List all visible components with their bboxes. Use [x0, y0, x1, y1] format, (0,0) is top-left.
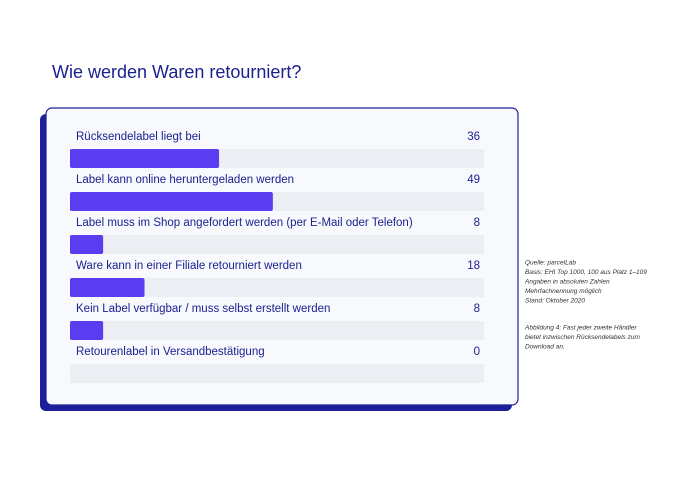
note: Mehrfachnennung möglich — [525, 288, 602, 295]
value-label: 8 — [474, 303, 480, 315]
value-label: 36 — [467, 131, 480, 143]
category-label: Rücksendelabel liegt bei — [76, 131, 201, 143]
value-label: 49 — [467, 174, 480, 186]
bar — [70, 278, 145, 297]
bar-track — [70, 235, 484, 254]
category-label: Retourenlabel in Versandbestätigung — [76, 346, 265, 358]
bar — [70, 192, 273, 211]
note: Stand: Oktober 2020 — [525, 298, 585, 305]
bar-track — [70, 364, 484, 383]
value-label: 0 — [474, 346, 480, 358]
category-label: Kein Label verfügbar / muss selbst erste… — [76, 303, 330, 315]
caption: bietet inzwischen Rücksendelabels zum — [525, 334, 640, 341]
chart-title: Wie werden Waren retourniert? — [52, 62, 301, 82]
category-label: Ware kann in einer Filiale retourniert w… — [76, 260, 302, 272]
bar — [70, 149, 220, 168]
note: Quelle: parcelLab — [525, 260, 576, 267]
bar — [70, 321, 104, 340]
bar — [70, 235, 104, 254]
caption: Abbildung 4: Fast jeder zweite Händler — [524, 325, 637, 332]
category-label: Label muss im Shop angefordert werden (p… — [76, 217, 413, 229]
value-label: 8 — [474, 217, 480, 229]
note: Basis: EHI Top 1000, 100 aus Platz 1–109 — [525, 269, 647, 276]
category-label: Label kann online heruntergeladen werden — [76, 174, 294, 186]
note: Angaben in absoluten Zahlen — [524, 279, 610, 286]
bar-track — [70, 278, 484, 297]
bar-track — [70, 321, 484, 340]
caption: Download an. — [525, 344, 565, 351]
value-label: 18 — [467, 260, 480, 272]
